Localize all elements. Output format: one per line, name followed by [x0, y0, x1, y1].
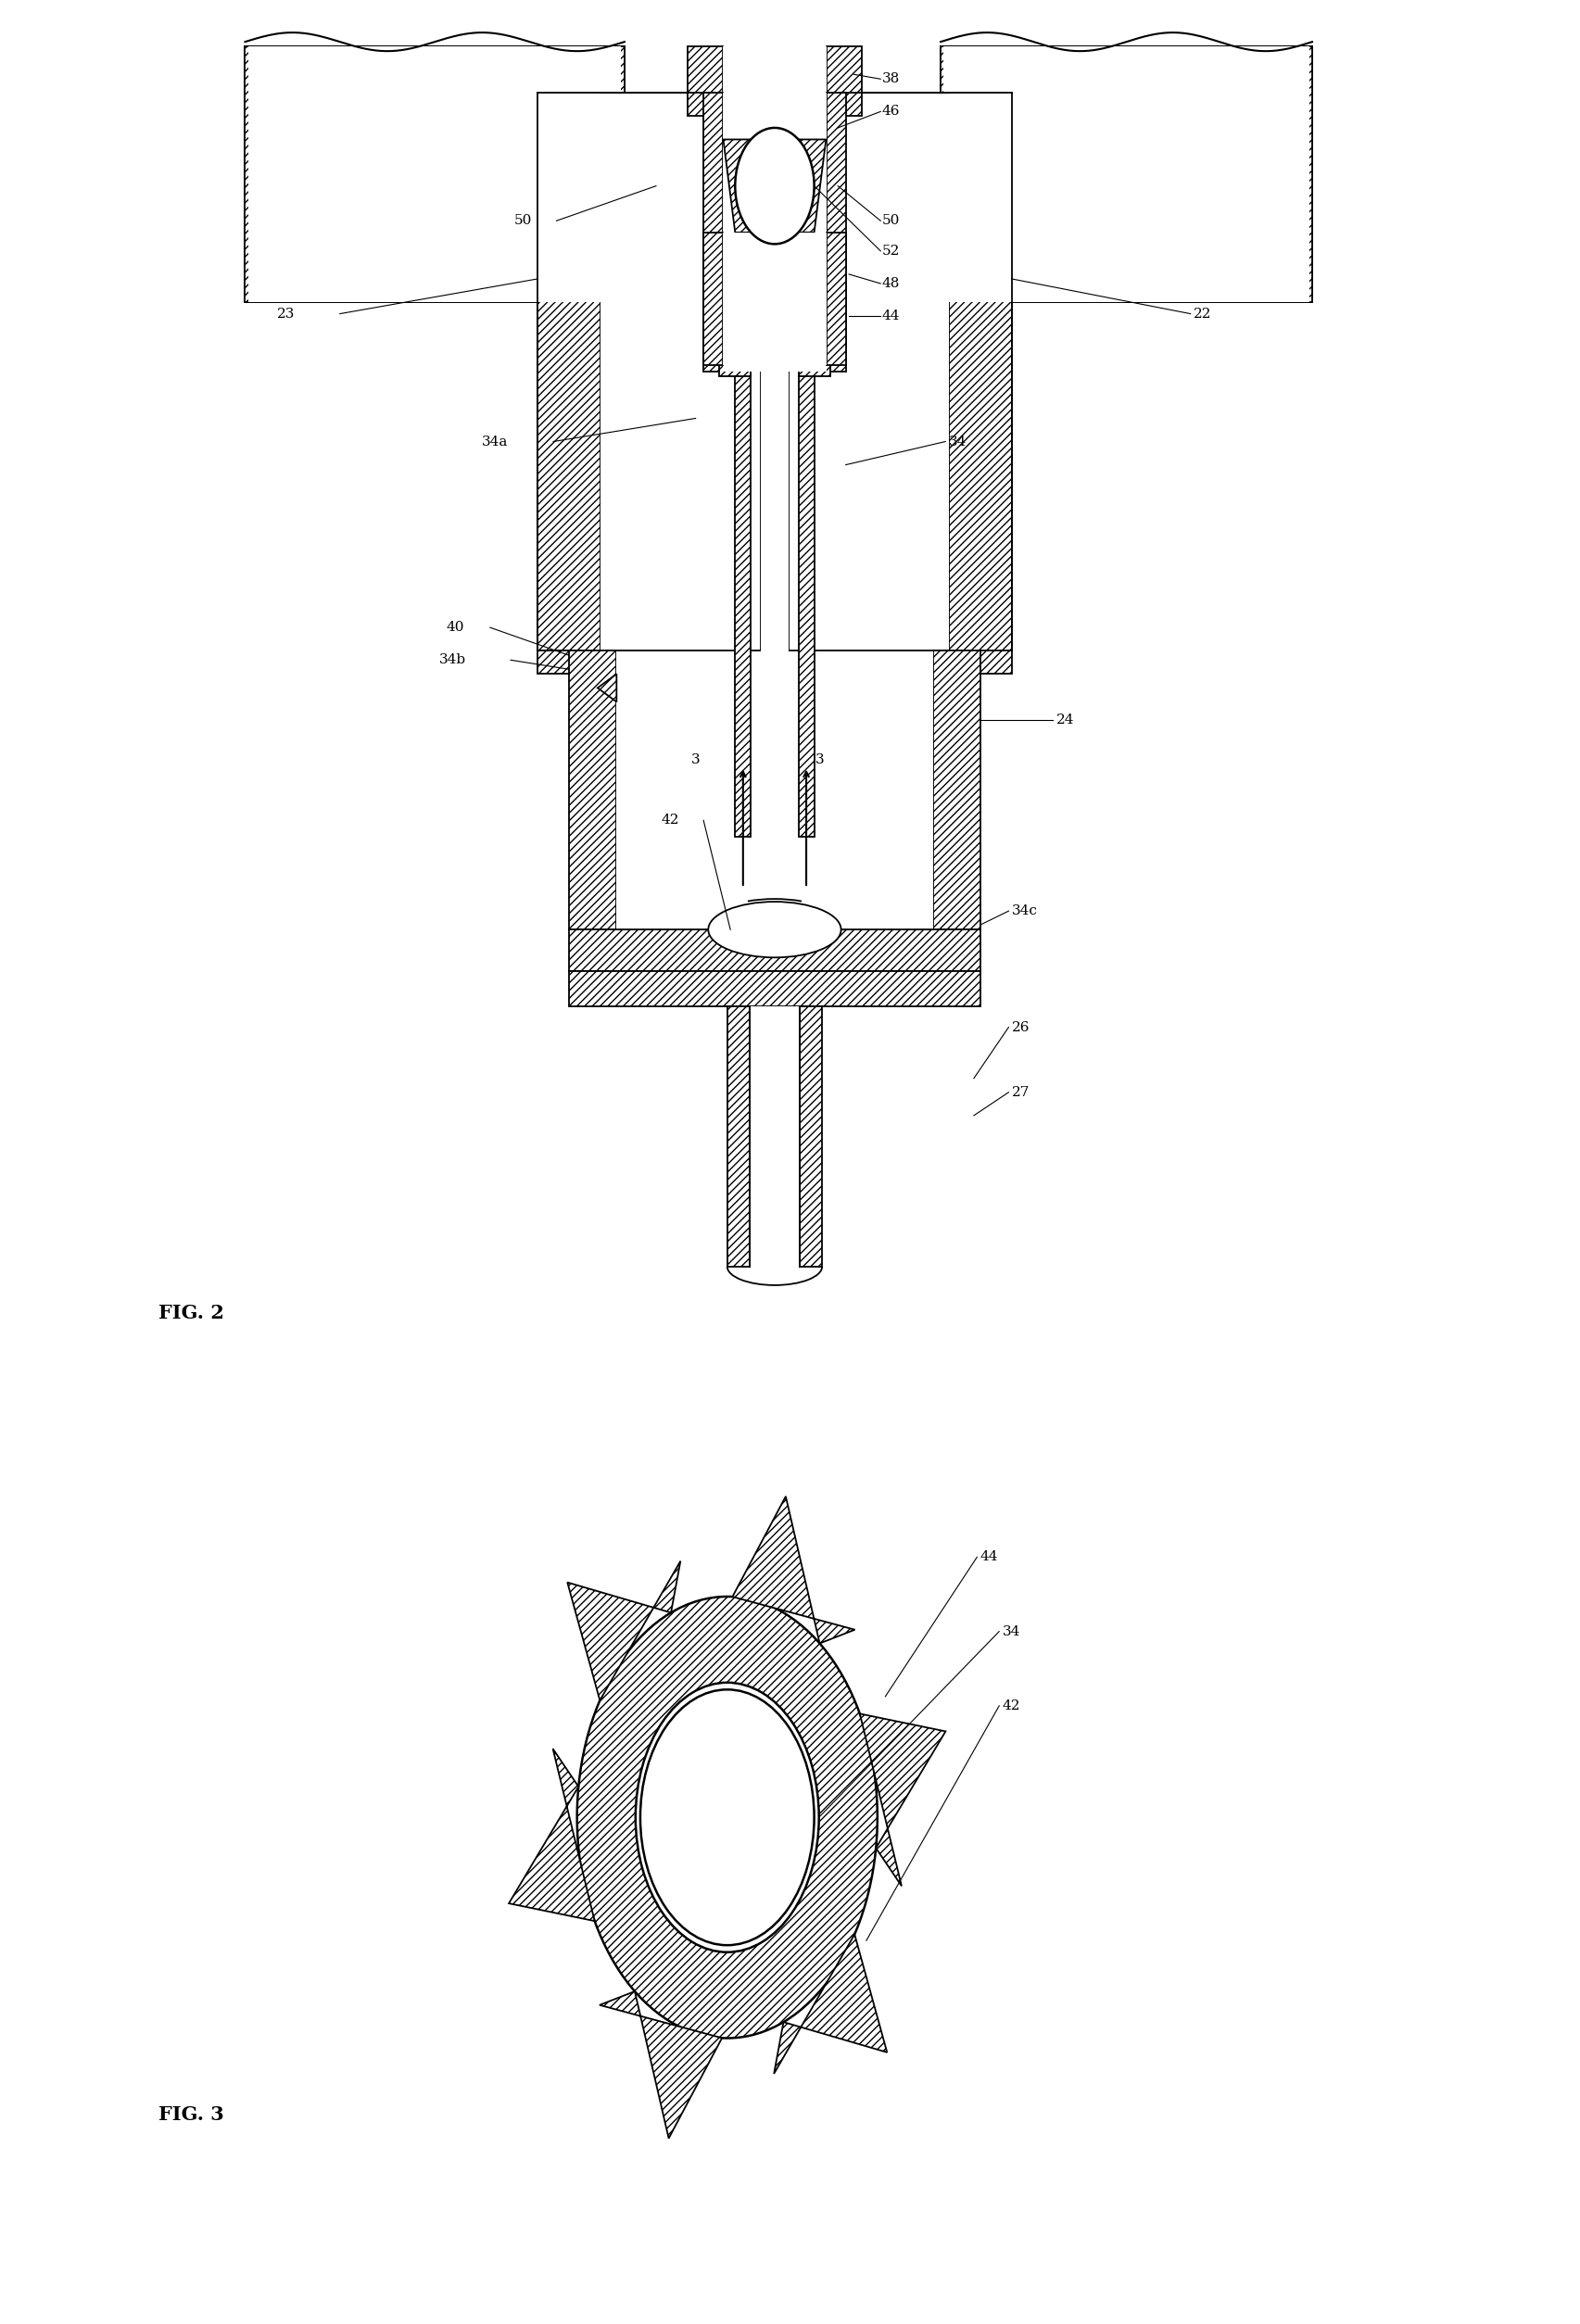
Bar [537, 93, 600, 651]
Text: 42: 42 [1002, 1699, 1019, 1713]
Bar [600, 93, 948, 651]
Bar [722, 232, 826, 365]
Bar [616, 651, 932, 930]
Bar [948, 93, 1011, 651]
Text: 34a: 34a [482, 435, 509, 449]
Bar [943, 46, 1308, 302]
Polygon shape [932, 651, 1011, 674]
Circle shape [735, 128, 814, 244]
Text: FIG. 2: FIG. 2 [158, 1304, 224, 1322]
Text: 44: 44 [980, 1550, 997, 1564]
Bar [826, 232, 845, 365]
Bar [245, 46, 624, 302]
Text: 24: 24 [1055, 713, 1073, 727]
Bar [722, 93, 826, 372]
Bar [703, 93, 722, 372]
Bar [826, 46, 861, 116]
Text: 34: 34 [948, 435, 965, 449]
Bar [569, 971, 980, 1006]
Text: 34: 34 [1002, 1624, 1019, 1638]
Text: 23: 23 [276, 307, 294, 321]
Polygon shape [774, 1934, 886, 2073]
Text: 42: 42 [660, 813, 678, 827]
Ellipse shape [708, 902, 841, 957]
Bar [798, 353, 830, 376]
Bar [760, 365, 788, 837]
Polygon shape [860, 1713, 945, 1887]
Text: 50: 50 [882, 214, 899, 228]
Text: 40: 40 [446, 621, 463, 634]
Text: 26: 26 [1011, 1020, 1029, 1034]
Bar [569, 930, 980, 971]
Text: 3: 3 [815, 753, 825, 767]
Bar [722, 46, 826, 116]
Text: 38: 38 [882, 72, 899, 86]
Bar [735, 365, 750, 837]
Bar [719, 353, 750, 376]
Bar [245, 46, 624, 302]
Bar [569, 651, 616, 930]
Polygon shape [567, 1562, 679, 1701]
Text: 3: 3 [690, 753, 700, 767]
Text: 44: 44 [882, 309, 899, 323]
Text: 52: 52 [882, 244, 899, 258]
Bar [703, 232, 722, 365]
Bar [248, 46, 621, 302]
Text: 46: 46 [882, 105, 899, 119]
Bar [798, 365, 814, 837]
Text: 48: 48 [882, 277, 899, 290]
Text: 34c: 34c [1011, 904, 1036, 918]
Circle shape [640, 1690, 814, 1945]
Bar [932, 651, 980, 930]
Bar [687, 46, 722, 116]
Polygon shape [722, 139, 766, 232]
Bar [799, 1006, 822, 1267]
Text: 22: 22 [1193, 307, 1210, 321]
Text: 27: 27 [1011, 1085, 1029, 1099]
Bar [940, 46, 1311, 302]
Text: 34b: 34b [439, 653, 466, 667]
Bar [749, 1006, 799, 1267]
Polygon shape [509, 1748, 594, 1922]
Bar [940, 46, 1311, 302]
Bar [826, 93, 845, 372]
Polygon shape [537, 651, 616, 674]
Polygon shape [732, 1497, 855, 1643]
Polygon shape [782, 139, 825, 232]
Polygon shape [599, 1992, 722, 2138]
Polygon shape [597, 674, 616, 702]
Text: 50: 50 [514, 214, 531, 228]
Bar [727, 1006, 749, 1267]
Text: FIG. 3: FIG. 3 [158, 2106, 223, 2124]
